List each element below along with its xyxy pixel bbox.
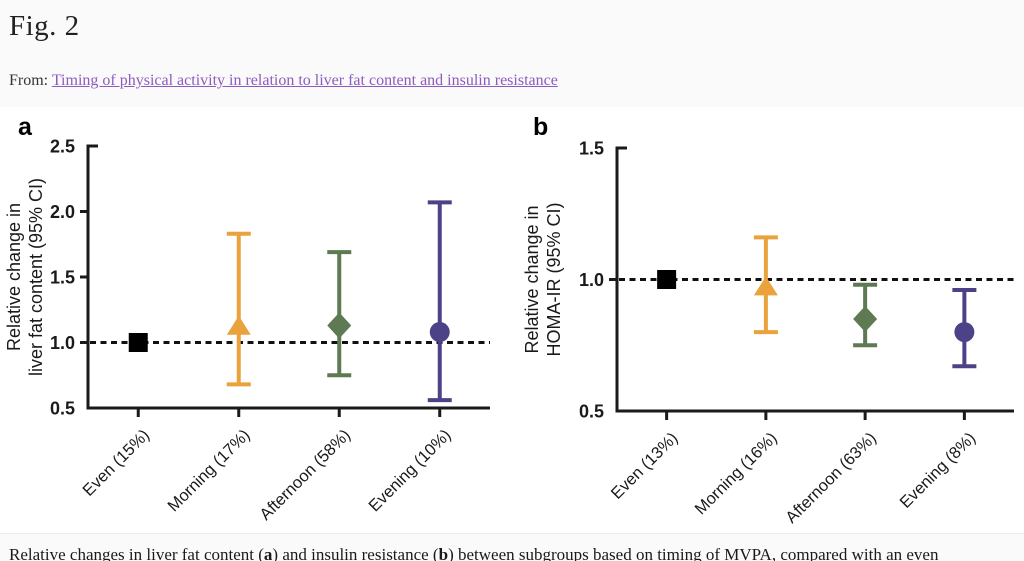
source-line: From: Timing of physical activity in rel… (9, 72, 558, 90)
y-tick-label: 1.0 (50, 333, 75, 353)
y-axis-title: liver fat content (95% CI) (26, 178, 46, 376)
panel-label: b (533, 113, 548, 141)
chart-panel-a: 0.5 1.0 1.5 2.0 2.5 Even (15%) Morning (17%) Af… (4, 113, 490, 524)
article-link[interactable]: Timing of physical activity in relation … (51, 72, 558, 89)
marker-circle (429, 322, 450, 343)
y-axis-title: Relative change in (522, 205, 542, 353)
y-tick-label: 1.0 (579, 270, 604, 290)
x-category-label: Afternoon (63%) (782, 429, 880, 527)
marker-square (128, 333, 148, 352)
chart-panel-b: 0.5 1.0 1.5 Even (13%) Morning (16%) Afternoo… (522, 113, 1014, 527)
x-category-label: Evening (10%) (365, 426, 454, 515)
marker-triangle (226, 315, 251, 335)
panel-label: a (18, 113, 33, 141)
figure-title: Fig. 2 (9, 10, 80, 42)
x-category-label: Evening (8%) (896, 429, 979, 512)
x-category-label: Morning (17%) (164, 426, 253, 515)
y-tick-label: 2.0 (50, 202, 75, 222)
y-tick-label: 2.5 (50, 137, 75, 157)
y-tick-label: 1.5 (579, 139, 604, 159)
marker-diamond (853, 305, 878, 332)
caption-text: Relative changes in liver fat content ( (9, 545, 264, 561)
x-category-label: Even (13%) (608, 429, 682, 503)
y-axis-title: HOMA-IR (95% CI) (544, 202, 564, 356)
y-tick-label: 1.5 (50, 268, 75, 288)
figure-header: Fig. 2 From: Timing of physical activity… (0, 0, 1024, 107)
x-category-label: Even (15%) (79, 426, 153, 500)
caption-panel-ref-a: a (263, 545, 273, 561)
y-axis-title: Relative change in (4, 203, 24, 351)
marker-triangle (753, 276, 778, 296)
marker-square (657, 270, 677, 289)
x-category-label: Morning (16%) (691, 429, 780, 518)
caption-text: ) and insulin resistance ( (272, 545, 439, 561)
caption-panel-ref-b: b (438, 545, 449, 561)
y-tick-label: 0.5 (50, 399, 75, 419)
y-tick-label: 0.5 (579, 402, 604, 422)
x-category-label: Afternoon (58%) (256, 426, 354, 524)
marker-circle (954, 322, 975, 343)
figure-image-area: 0.5 1.0 1.5 2.0 2.5 Even (15%) Morning (17%) Af… (0, 107, 1024, 534)
marker-diamond (327, 312, 352, 339)
figure-caption: Relative changes in liver fat content (a… (9, 544, 1021, 561)
from-label: From: (9, 72, 49, 89)
caption-text: ) between subgroups based on timing of M… (448, 545, 939, 561)
